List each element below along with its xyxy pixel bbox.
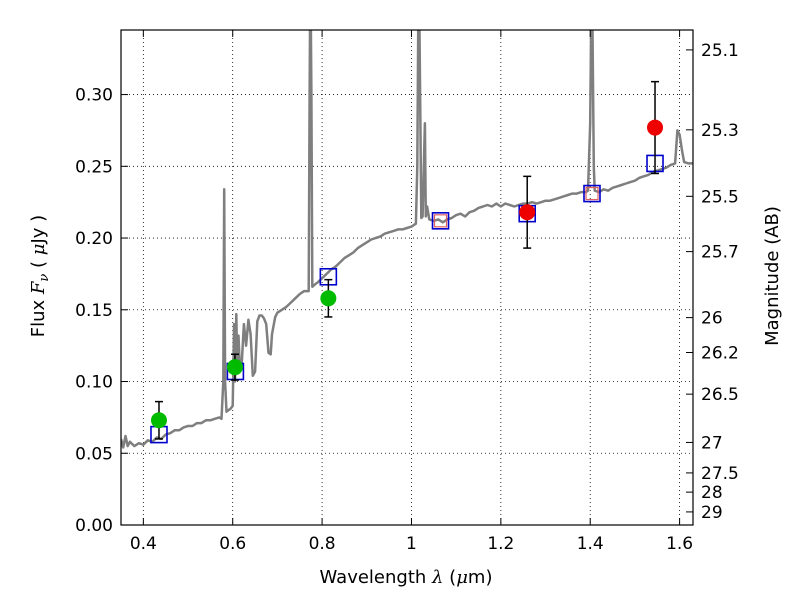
x-tick-label: 1.4 bbox=[577, 534, 604, 554]
plot-frame bbox=[120, 29, 694, 526]
red-point bbox=[519, 204, 536, 221]
magnitude-tick-label: 25.7 bbox=[701, 243, 739, 263]
magnitude-tick-label: 25.1 bbox=[701, 41, 739, 61]
x-tick-label: 0.8 bbox=[309, 534, 336, 554]
green-point bbox=[320, 290, 337, 307]
model-box bbox=[583, 184, 601, 203]
green-point bbox=[226, 359, 243, 376]
error-bars bbox=[154, 80, 660, 440]
magnitude-axis-label: Magnitude (AB) bbox=[762, 206, 783, 346]
spectrum-line bbox=[121, 30, 693, 449]
x-tick-label: 1.2 bbox=[487, 534, 514, 554]
x-tick-label: 1.6 bbox=[666, 534, 693, 554]
x-axis-ticks: 0.4 0.6 0.8 1 1.2 1.4 1.6 bbox=[130, 30, 693, 554]
x-tick-label: 0.6 bbox=[219, 534, 246, 554]
magnitude-tick-label: 26.5 bbox=[701, 385, 739, 405]
magnitude-tick-label: 27.5 bbox=[701, 464, 739, 484]
model-box bbox=[431, 212, 450, 230]
red-point bbox=[647, 119, 664, 136]
magnitude-tick-label: 28 bbox=[701, 483, 723, 503]
model-box-inner bbox=[433, 214, 448, 228]
photometry-points bbox=[150, 119, 664, 429]
plot-area bbox=[121, 30, 693, 449]
y-tick-label: 0.20 bbox=[75, 229, 113, 249]
y-axis-label: Flux Fν ( μJy ) bbox=[28, 215, 52, 337]
model-boxes bbox=[150, 154, 664, 444]
magnitude-tick-label: 27 bbox=[701, 433, 723, 453]
magnitude-tick-label: 29 bbox=[701, 503, 723, 523]
grid bbox=[121, 30, 693, 525]
magnitude-tick-label: 25.3 bbox=[701, 121, 739, 141]
y-tick-label: 0.05 bbox=[75, 444, 113, 464]
y-tick-label: 0.25 bbox=[75, 157, 113, 177]
y-tick-label: 0.15 bbox=[75, 301, 113, 321]
y-tick-label: 0.00 bbox=[75, 516, 113, 536]
y-axis-ticks: 0.00 0.05 0.10 0.15 0.20 0.25 0.30 bbox=[75, 86, 128, 536]
y-tick-label: 0.10 bbox=[75, 373, 113, 393]
green-point bbox=[150, 412, 167, 429]
magnitude-tick-label: 26 bbox=[701, 309, 723, 329]
magnitude-tick-label: 26.2 bbox=[701, 344, 739, 364]
magnitude-tick-label: 25.5 bbox=[701, 187, 739, 207]
y-tick-label: 0.30 bbox=[75, 86, 113, 106]
x-tick-label: 1 bbox=[406, 534, 417, 554]
x-axis-label: Wavelength λ (μm) bbox=[320, 567, 493, 588]
model-box-inner bbox=[585, 186, 599, 201]
x-tick-label: 0.4 bbox=[130, 534, 157, 554]
